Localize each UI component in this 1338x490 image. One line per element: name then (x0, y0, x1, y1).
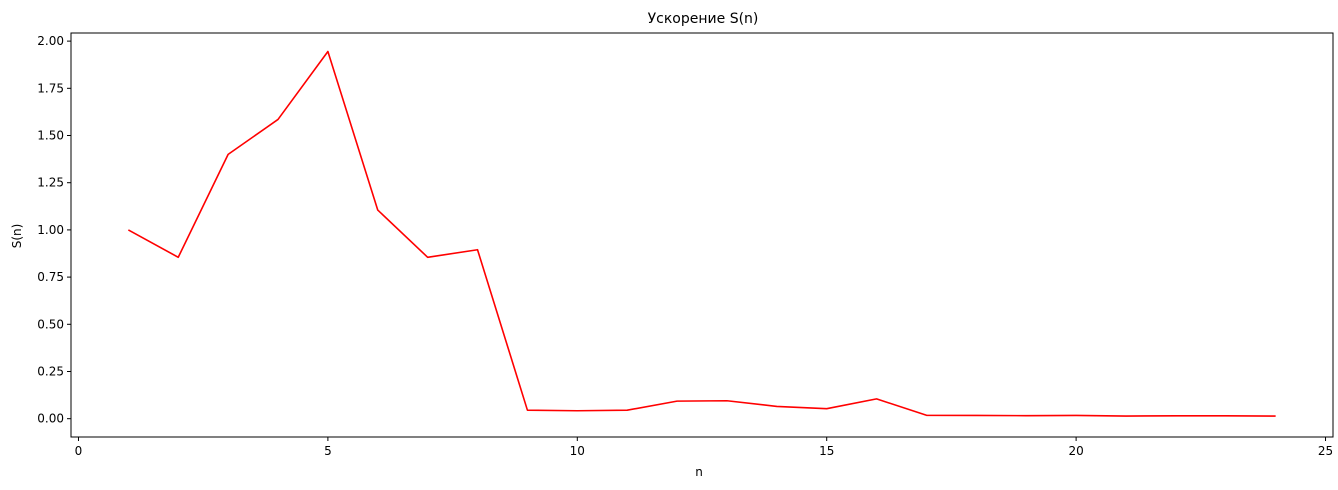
y-tick-label: 0.50 (37, 317, 64, 331)
data-point (377, 209, 379, 211)
data-point (676, 400, 678, 402)
x-tick-label: 20 (1068, 444, 1083, 458)
y-tick-label: 1.00 (37, 223, 64, 237)
y-tick-label: 2.00 (37, 34, 64, 48)
x-tick-label: 0 (75, 444, 83, 458)
data-point (626, 409, 628, 411)
x-axis-label: n (695, 465, 703, 479)
y-tick-label: 1.50 (37, 129, 64, 143)
data-point (1125, 415, 1127, 417)
x-tick-label: 5 (324, 444, 332, 458)
data-point (327, 51, 329, 53)
y-axis-label: S(n) (10, 224, 24, 249)
data-point (975, 414, 977, 416)
y-tick-label: 1.25 (37, 176, 64, 190)
plot-frame (70, 32, 1334, 438)
chart-title: Ускорение S(n) (648, 11, 759, 27)
data-point (1075, 414, 1077, 416)
data-point (1175, 415, 1177, 417)
data-point (925, 414, 927, 416)
data-point (1025, 415, 1027, 417)
data-point (876, 398, 878, 400)
x-tick-label: 25 (1318, 444, 1333, 458)
data-point (1275, 415, 1277, 417)
data-point (477, 249, 479, 251)
data-point (227, 153, 229, 155)
y-tick-label: 1.75 (37, 81, 64, 95)
data-point (576, 410, 578, 412)
data-point (1225, 415, 1227, 417)
data-point (726, 400, 728, 402)
data-point (177, 256, 179, 258)
data-point (277, 118, 279, 120)
x-tick-label: 10 (570, 444, 585, 458)
data-point (427, 256, 429, 258)
series-line (127, 50, 1276, 417)
y-tick-label: 0.00 (37, 412, 64, 426)
y-tick-label: 0.25 (37, 364, 64, 378)
y-tick-label: 0.75 (37, 270, 64, 284)
data-point (526, 409, 528, 411)
data-point (127, 229, 129, 231)
x-tick-label: 15 (819, 444, 834, 458)
data-point (776, 405, 778, 407)
data-point (826, 408, 828, 410)
